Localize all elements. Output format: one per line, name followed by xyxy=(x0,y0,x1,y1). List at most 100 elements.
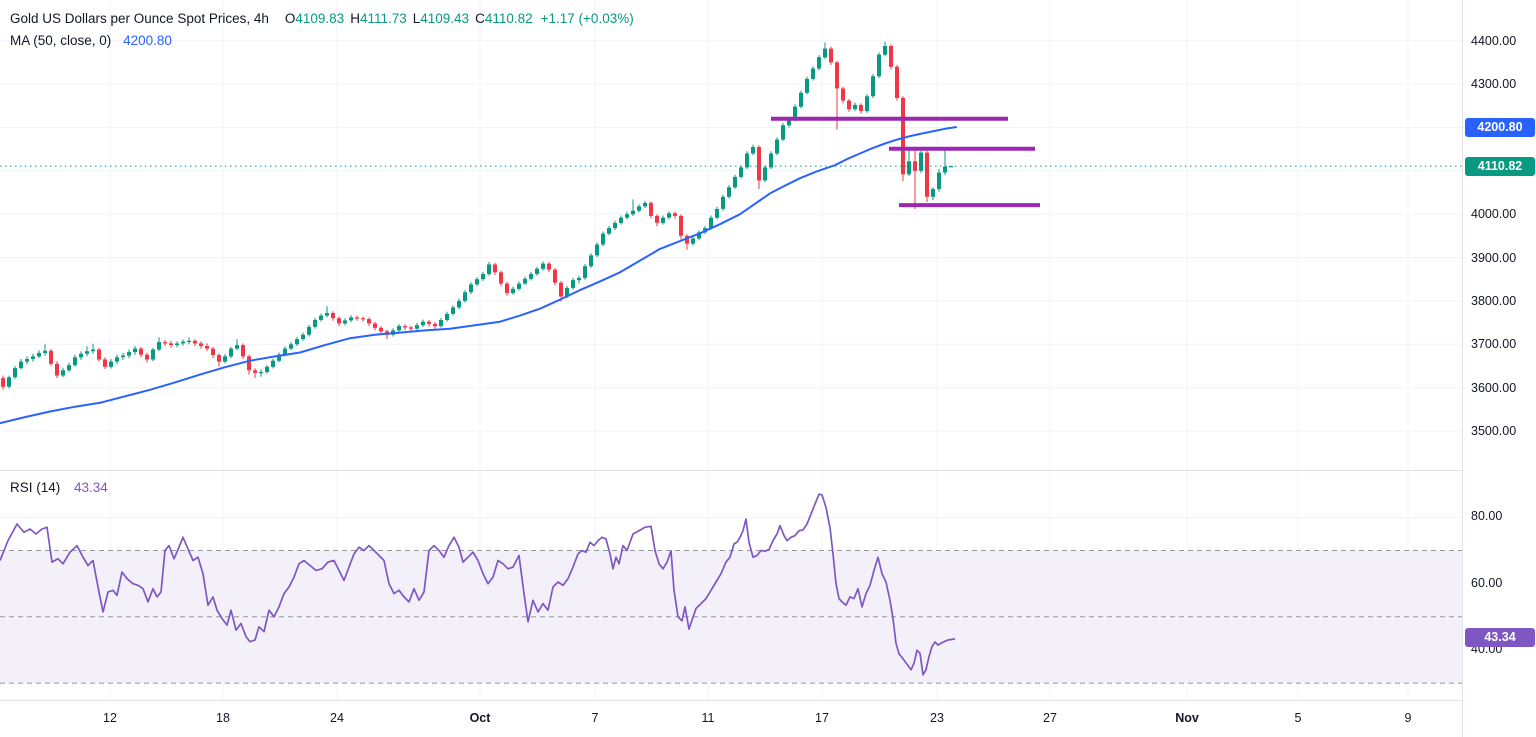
price-pane-legend[interactable]: Gold US Dollars per Ounce Spot Prices, 4… xyxy=(10,8,634,52)
candle-body[interactable] xyxy=(187,340,191,342)
candle-body[interactable] xyxy=(13,368,17,378)
candle-body[interactable] xyxy=(895,66,899,98)
candle-body[interactable] xyxy=(625,214,629,218)
candle-body[interactable] xyxy=(511,288,515,294)
candle-body[interactable] xyxy=(307,326,311,335)
candle-body[interactable] xyxy=(607,228,611,234)
candle-body[interactable] xyxy=(493,264,497,273)
candle-body[interactable] xyxy=(241,345,245,357)
candle-body[interactable] xyxy=(523,278,527,284)
candle-body[interactable] xyxy=(157,342,161,350)
candle-body[interactable] xyxy=(505,283,509,294)
candle-body[interactable] xyxy=(829,48,833,63)
candle-body[interactable] xyxy=(619,217,623,223)
candle-body[interactable] xyxy=(355,317,359,319)
candle-body[interactable] xyxy=(421,321,425,326)
candle-body[interactable] xyxy=(229,348,233,357)
candle-body[interactable] xyxy=(25,359,29,362)
candle-body[interactable] xyxy=(463,292,467,301)
candle-body[interactable] xyxy=(217,355,221,362)
candle-body[interactable] xyxy=(871,76,875,97)
candle-body[interactable] xyxy=(7,377,11,387)
rsi-pane-canvas[interactable] xyxy=(0,470,1462,700)
candle-body[interactable] xyxy=(397,326,401,331)
candle-body[interactable] xyxy=(205,346,209,349)
candle-body[interactable] xyxy=(133,348,137,353)
candle-body[interactable] xyxy=(697,232,701,239)
candle-body[interactable] xyxy=(691,238,695,244)
candle-body[interactable] xyxy=(349,317,353,321)
candle-body[interactable] xyxy=(451,307,455,314)
candle-body[interactable] xyxy=(631,210,635,215)
candle-body[interactable] xyxy=(499,272,503,284)
candle-body[interactable] xyxy=(331,313,335,319)
candle-body[interactable] xyxy=(943,166,947,173)
candle-body[interactable] xyxy=(709,217,713,229)
candle-body[interactable] xyxy=(775,139,779,154)
candle-body[interactable] xyxy=(721,196,725,209)
candlestick-series[interactable] xyxy=(1,41,953,390)
candle-body[interactable] xyxy=(247,356,251,371)
candle-body[interactable] xyxy=(1,378,5,387)
candle-body[interactable] xyxy=(283,348,287,355)
candle-body[interactable] xyxy=(79,353,83,358)
candle-body[interactable] xyxy=(115,357,119,362)
candle-body[interactable] xyxy=(103,359,107,367)
candle-body[interactable] xyxy=(787,119,791,126)
candle-body[interactable] xyxy=(265,366,269,372)
candle-body[interactable] xyxy=(685,235,689,244)
candle-body[interactable] xyxy=(109,361,113,367)
candle-body[interactable] xyxy=(253,370,257,373)
candle-body[interactable] xyxy=(289,344,293,349)
candle-body[interactable] xyxy=(901,98,905,175)
candle-body[interactable] xyxy=(85,351,89,354)
candle-body[interactable] xyxy=(145,354,149,360)
candle-body[interactable] xyxy=(367,319,371,324)
candle-body[interactable] xyxy=(409,327,413,329)
candle-body[interactable] xyxy=(181,341,185,344)
candle-body[interactable] xyxy=(811,68,815,79)
price-pane-canvas[interactable] xyxy=(0,0,1462,470)
candle-body[interactable] xyxy=(919,152,923,171)
candle-body[interactable] xyxy=(541,263,545,269)
candle-body[interactable] xyxy=(745,153,749,168)
candle-body[interactable] xyxy=(49,350,53,364)
candle-body[interactable] xyxy=(553,269,557,283)
candle-body[interactable] xyxy=(373,323,377,328)
candle-body[interactable] xyxy=(169,343,173,346)
candle-body[interactable] xyxy=(817,57,821,69)
candle-body[interactable] xyxy=(859,104,863,111)
candle-body[interactable] xyxy=(433,323,437,327)
candle-body[interactable] xyxy=(595,244,599,256)
candle-body[interactable] xyxy=(487,264,491,275)
candle-body[interactable] xyxy=(427,321,431,324)
symbol-ohlc-row[interactable]: Gold US Dollars per Ounce Spot Prices, 4… xyxy=(10,8,634,30)
rsi-line[interactable] xyxy=(0,493,956,676)
candle-body[interactable] xyxy=(769,153,773,168)
candle-body[interactable] xyxy=(781,125,785,140)
candle-body[interactable] xyxy=(469,284,473,293)
candle-body[interactable] xyxy=(661,217,665,223)
candle-body[interactable] xyxy=(577,277,581,281)
candle-body[interactable] xyxy=(457,300,461,308)
candle-body[interactable] xyxy=(937,172,941,190)
candle-body[interactable] xyxy=(313,320,317,327)
candle-body[interactable] xyxy=(883,46,887,55)
candle-body[interactable] xyxy=(739,167,743,177)
candle-body[interactable] xyxy=(163,342,167,344)
candle-body[interactable] xyxy=(19,361,23,369)
candle-body[interactable] xyxy=(679,215,683,236)
candle-body[interactable] xyxy=(559,282,563,297)
candle-body[interactable] xyxy=(889,46,893,67)
candle-body[interactable] xyxy=(949,166,953,168)
candle-body[interactable] xyxy=(91,349,95,352)
candle-body[interactable] xyxy=(337,318,341,324)
candle-body[interactable] xyxy=(271,360,275,367)
candle-body[interactable] xyxy=(547,263,551,270)
candle-body[interactable] xyxy=(319,315,323,320)
ma-legend-row[interactable]: MA (50, close, 0) 4200.80 xyxy=(10,30,634,52)
candle-body[interactable] xyxy=(151,349,155,360)
candle-body[interactable] xyxy=(211,348,215,356)
time-axis[interactable]: 12 18 24 Oct 7 11 17 23 27 Nov 5 9 xyxy=(0,700,1462,737)
candle-body[interactable] xyxy=(259,372,263,374)
